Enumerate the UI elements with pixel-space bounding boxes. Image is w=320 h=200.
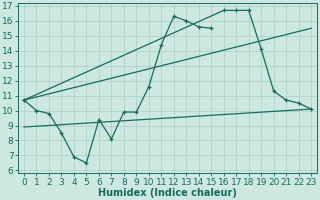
X-axis label: Humidex (Indice chaleur): Humidex (Indice chaleur) bbox=[98, 188, 237, 198]
